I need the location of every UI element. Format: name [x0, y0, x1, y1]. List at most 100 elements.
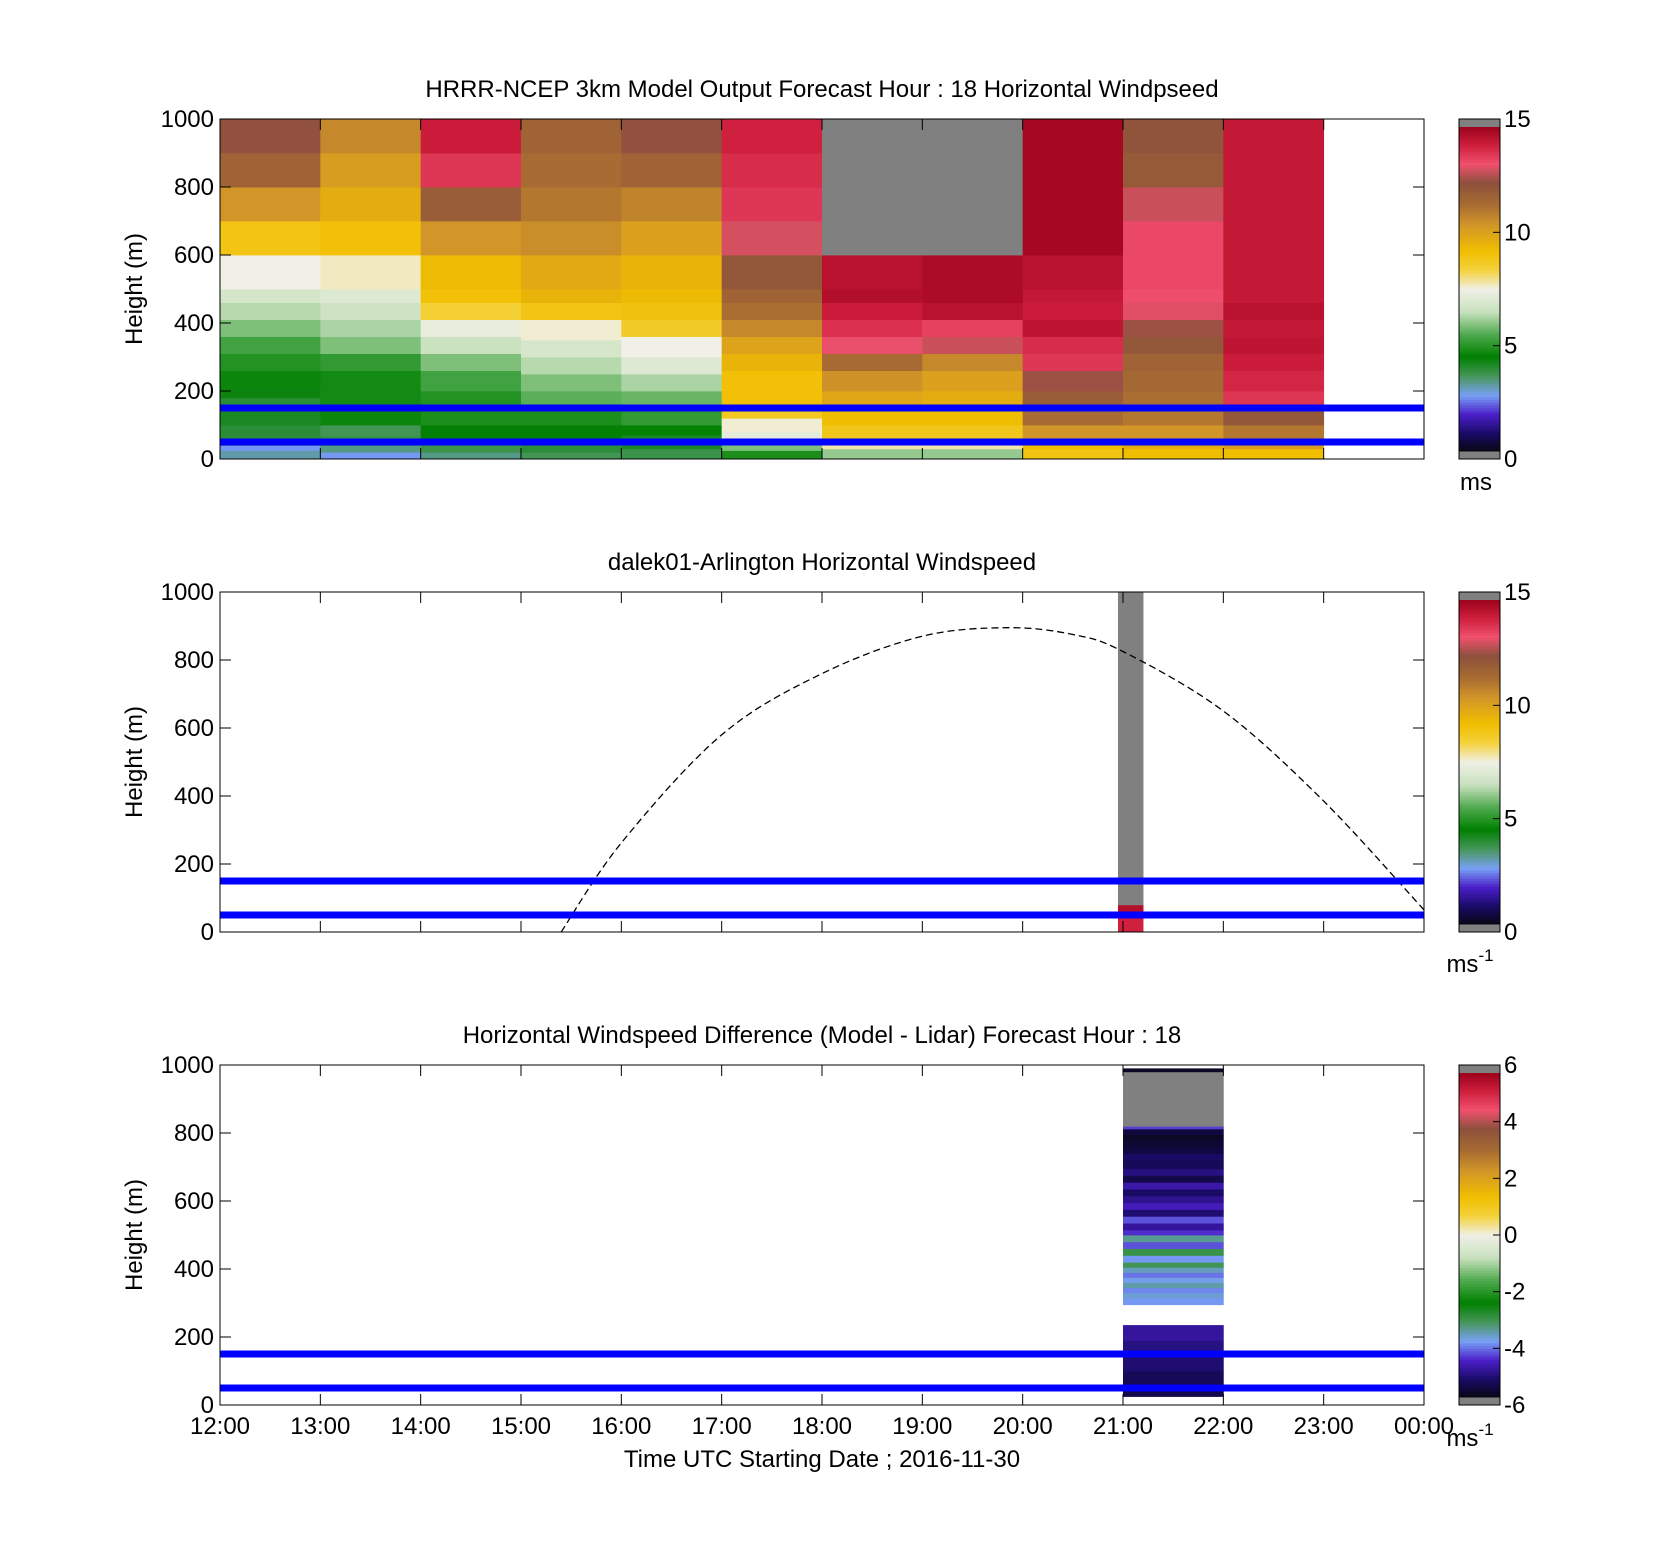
- colorbar-segment: [1459, 851, 1500, 855]
- colorbar-segment: [1459, 867, 1500, 871]
- colorbar-segment: [1459, 378, 1500, 382]
- heatmap-cell: [1123, 1216, 1224, 1224]
- y-tick-label: 600: [174, 715, 214, 742]
- x-tick-label: 17:00: [692, 1413, 752, 1440]
- colorbar-tick-label: 15: [1504, 106, 1531, 133]
- colorbar-segment: [1459, 834, 1500, 839]
- heatmap-cell: [1123, 425, 1224, 439]
- y-tick-label: 400: [174, 1256, 214, 1283]
- colorbar-segment: [1459, 1321, 1500, 1325]
- y-tick-label: 0: [201, 446, 214, 473]
- colorbar-segment: [1459, 1253, 1500, 1258]
- panel-lidar-colorbar-unit-base: ms: [1446, 951, 1478, 978]
- colorbar-segment: [1459, 1170, 1500, 1174]
- colorbar-segment: [1459, 1178, 1500, 1182]
- y-tick-label: 600: [174, 242, 214, 269]
- heatmap-cell: [621, 289, 723, 303]
- colorbar-segment: [1459, 135, 1500, 139]
- heatmap-cell: [1223, 408, 1325, 426]
- heatmap-cell: [621, 391, 723, 409]
- heatmap-cell: [721, 450, 823, 460]
- heatmap-cell: [320, 353, 422, 371]
- colorbar-segment: [1459, 1140, 1500, 1144]
- heatmap-cell: [1223, 319, 1325, 337]
- heatmap-cell: [621, 448, 723, 460]
- colorbar-segment: [1459, 905, 1500, 909]
- colorbar-segment: [1459, 353, 1500, 357]
- heatmap-cell: [220, 353, 321, 371]
- colorbar-segment: [1459, 1256, 1500, 1260]
- heatmap-cell: [220, 387, 321, 399]
- heatmap-cell: [822, 353, 923, 371]
- colorbar-segment: [1459, 402, 1500, 406]
- colorbar-segment: [1459, 1294, 1500, 1298]
- colorbar-segment: [1459, 194, 1500, 198]
- panel-lidar-reference-lines: [220, 877, 1424, 919]
- colorbar-segment: [1459, 689, 1500, 693]
- colorbar-segment: [1459, 189, 1500, 193]
- heatmap-cell: [1123, 1223, 1224, 1231]
- colorbar-segment: [1459, 340, 1500, 344]
- colorbar-segment: [1459, 405, 1500, 409]
- x-tick-label: 21:00: [1093, 1413, 1153, 1440]
- colorbar-segment: [1459, 789, 1500, 793]
- colorbar-tick-label: 10: [1504, 219, 1531, 246]
- colorbar-segment: [1459, 1372, 1500, 1376]
- colorbar-segment: [1459, 697, 1500, 701]
- colorbar-under-cap: [1459, 451, 1500, 459]
- colorbar-under-cap: [1459, 924, 1500, 932]
- colorbar-segment: [1459, 664, 1500, 668]
- panel-lidar-ylabel: Height (m): [121, 706, 148, 818]
- heatmap-cell: [822, 302, 923, 320]
- colorbar-segment: [1459, 1235, 1500, 1239]
- panel-difference-colorbar: -6 -4 -2 0 2 4 6: [1458, 1052, 1525, 1419]
- colorbar-segment: [1459, 1205, 1500, 1209]
- colorbar-segment: [1459, 361, 1500, 366]
- colorbar-segment: [1459, 221, 1500, 225]
- heatmap-cell: [621, 187, 723, 222]
- colorbar-segment: [1459, 1283, 1500, 1287]
- colorbar-segment: [1459, 324, 1500, 328]
- heatmap-cell: [420, 302, 522, 320]
- colorbar-segment: [1459, 299, 1500, 303]
- heatmap-cell: [1123, 370, 1224, 392]
- heatmap-cell: [521, 319, 622, 341]
- colorbar-segment: [1459, 1186, 1500, 1190]
- y-tick-label: 400: [174, 310, 214, 337]
- colorbar-segment: [1459, 1334, 1500, 1339]
- colorbar-tick-label: 5: [1504, 333, 1517, 360]
- panel-lidar-heatmap: [1117, 592, 1144, 933]
- heatmap-cell: [220, 408, 321, 426]
- heatmap-cell: [521, 425, 622, 439]
- y-tick-label: 200: [174, 851, 214, 878]
- colorbar-segment: [1459, 824, 1500, 828]
- heatmap-cell: [1123, 1262, 1224, 1268]
- colorbar-segment: [1459, 132, 1500, 136]
- heatmap-cell: [1117, 592, 1144, 906]
- heatmap-cell: [320, 445, 422, 453]
- heatmap-cell: [521, 357, 622, 375]
- colorbar-segment: [1459, 618, 1500, 623]
- heatmap-cell: [721, 391, 823, 409]
- heatmap-cell: [220, 425, 321, 439]
- heatmap-cell: [1123, 1202, 1224, 1210]
- colorbar-segment: [1459, 326, 1500, 330]
- colorbar-segment: [1459, 224, 1500, 228]
- colorbar-segment: [1459, 632, 1500, 636]
- x-tick-label: 14:00: [391, 1413, 451, 1440]
- heatmap-cell: [220, 319, 321, 337]
- heatmap-cell: [621, 357, 723, 375]
- colorbar-segment: [1459, 1154, 1500, 1158]
- heatmap-cell: [1123, 448, 1224, 460]
- colorbar-segment: [1459, 1191, 1500, 1195]
- colorbar-segment: [1459, 1272, 1500, 1276]
- colorbar-segment: [1459, 1259, 1500, 1263]
- colorbar-segment: [1459, 397, 1500, 401]
- heatmap-cell: [721, 431, 823, 443]
- colorbar-segment: [1459, 724, 1500, 728]
- colorbar-segment: [1459, 375, 1500, 379]
- colorbar-segment: [1459, 202, 1500, 206]
- colorbar-segment: [1459, 845, 1500, 849]
- heatmap-cell: [1123, 1209, 1224, 1217]
